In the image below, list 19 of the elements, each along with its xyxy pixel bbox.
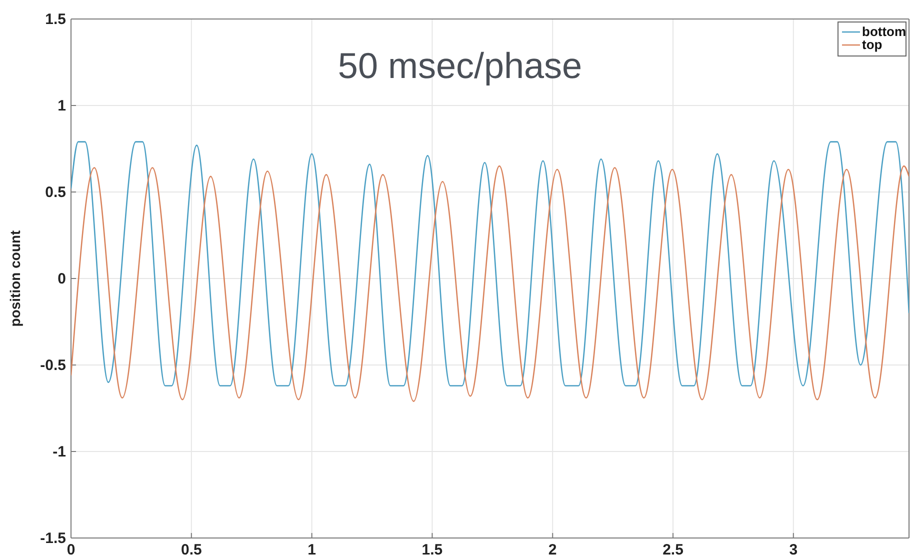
y-axis-title: position count (7, 230, 23, 327)
x-tick-label: 2.5 (662, 542, 684, 558)
x-tick-label: 1.5 (422, 542, 443, 558)
y-tick-label: 0.5 (45, 184, 66, 201)
x-tick-label: 2 (548, 542, 557, 558)
legend-label: bottom (862, 24, 906, 39)
x-tick-label: 0.5 (180, 542, 202, 558)
line-series (71, 141, 909, 386)
y-tick-label: -0.5 (40, 356, 66, 374)
y-tick-label: -1 (52, 443, 66, 460)
x-tick-label: 1 (308, 542, 316, 558)
x-tick-label: 3 (789, 542, 798, 558)
y-tick-label: 1 (58, 97, 66, 114)
y-tick-label: 0 (58, 270, 66, 288)
line-series (71, 165, 909, 402)
y-tick-label: 1.5 (45, 10, 66, 28)
legend-label: top (862, 37, 882, 52)
text: 50 msec/phase (338, 45, 582, 86)
y-tick-label: -1.5 (40, 530, 66, 547)
